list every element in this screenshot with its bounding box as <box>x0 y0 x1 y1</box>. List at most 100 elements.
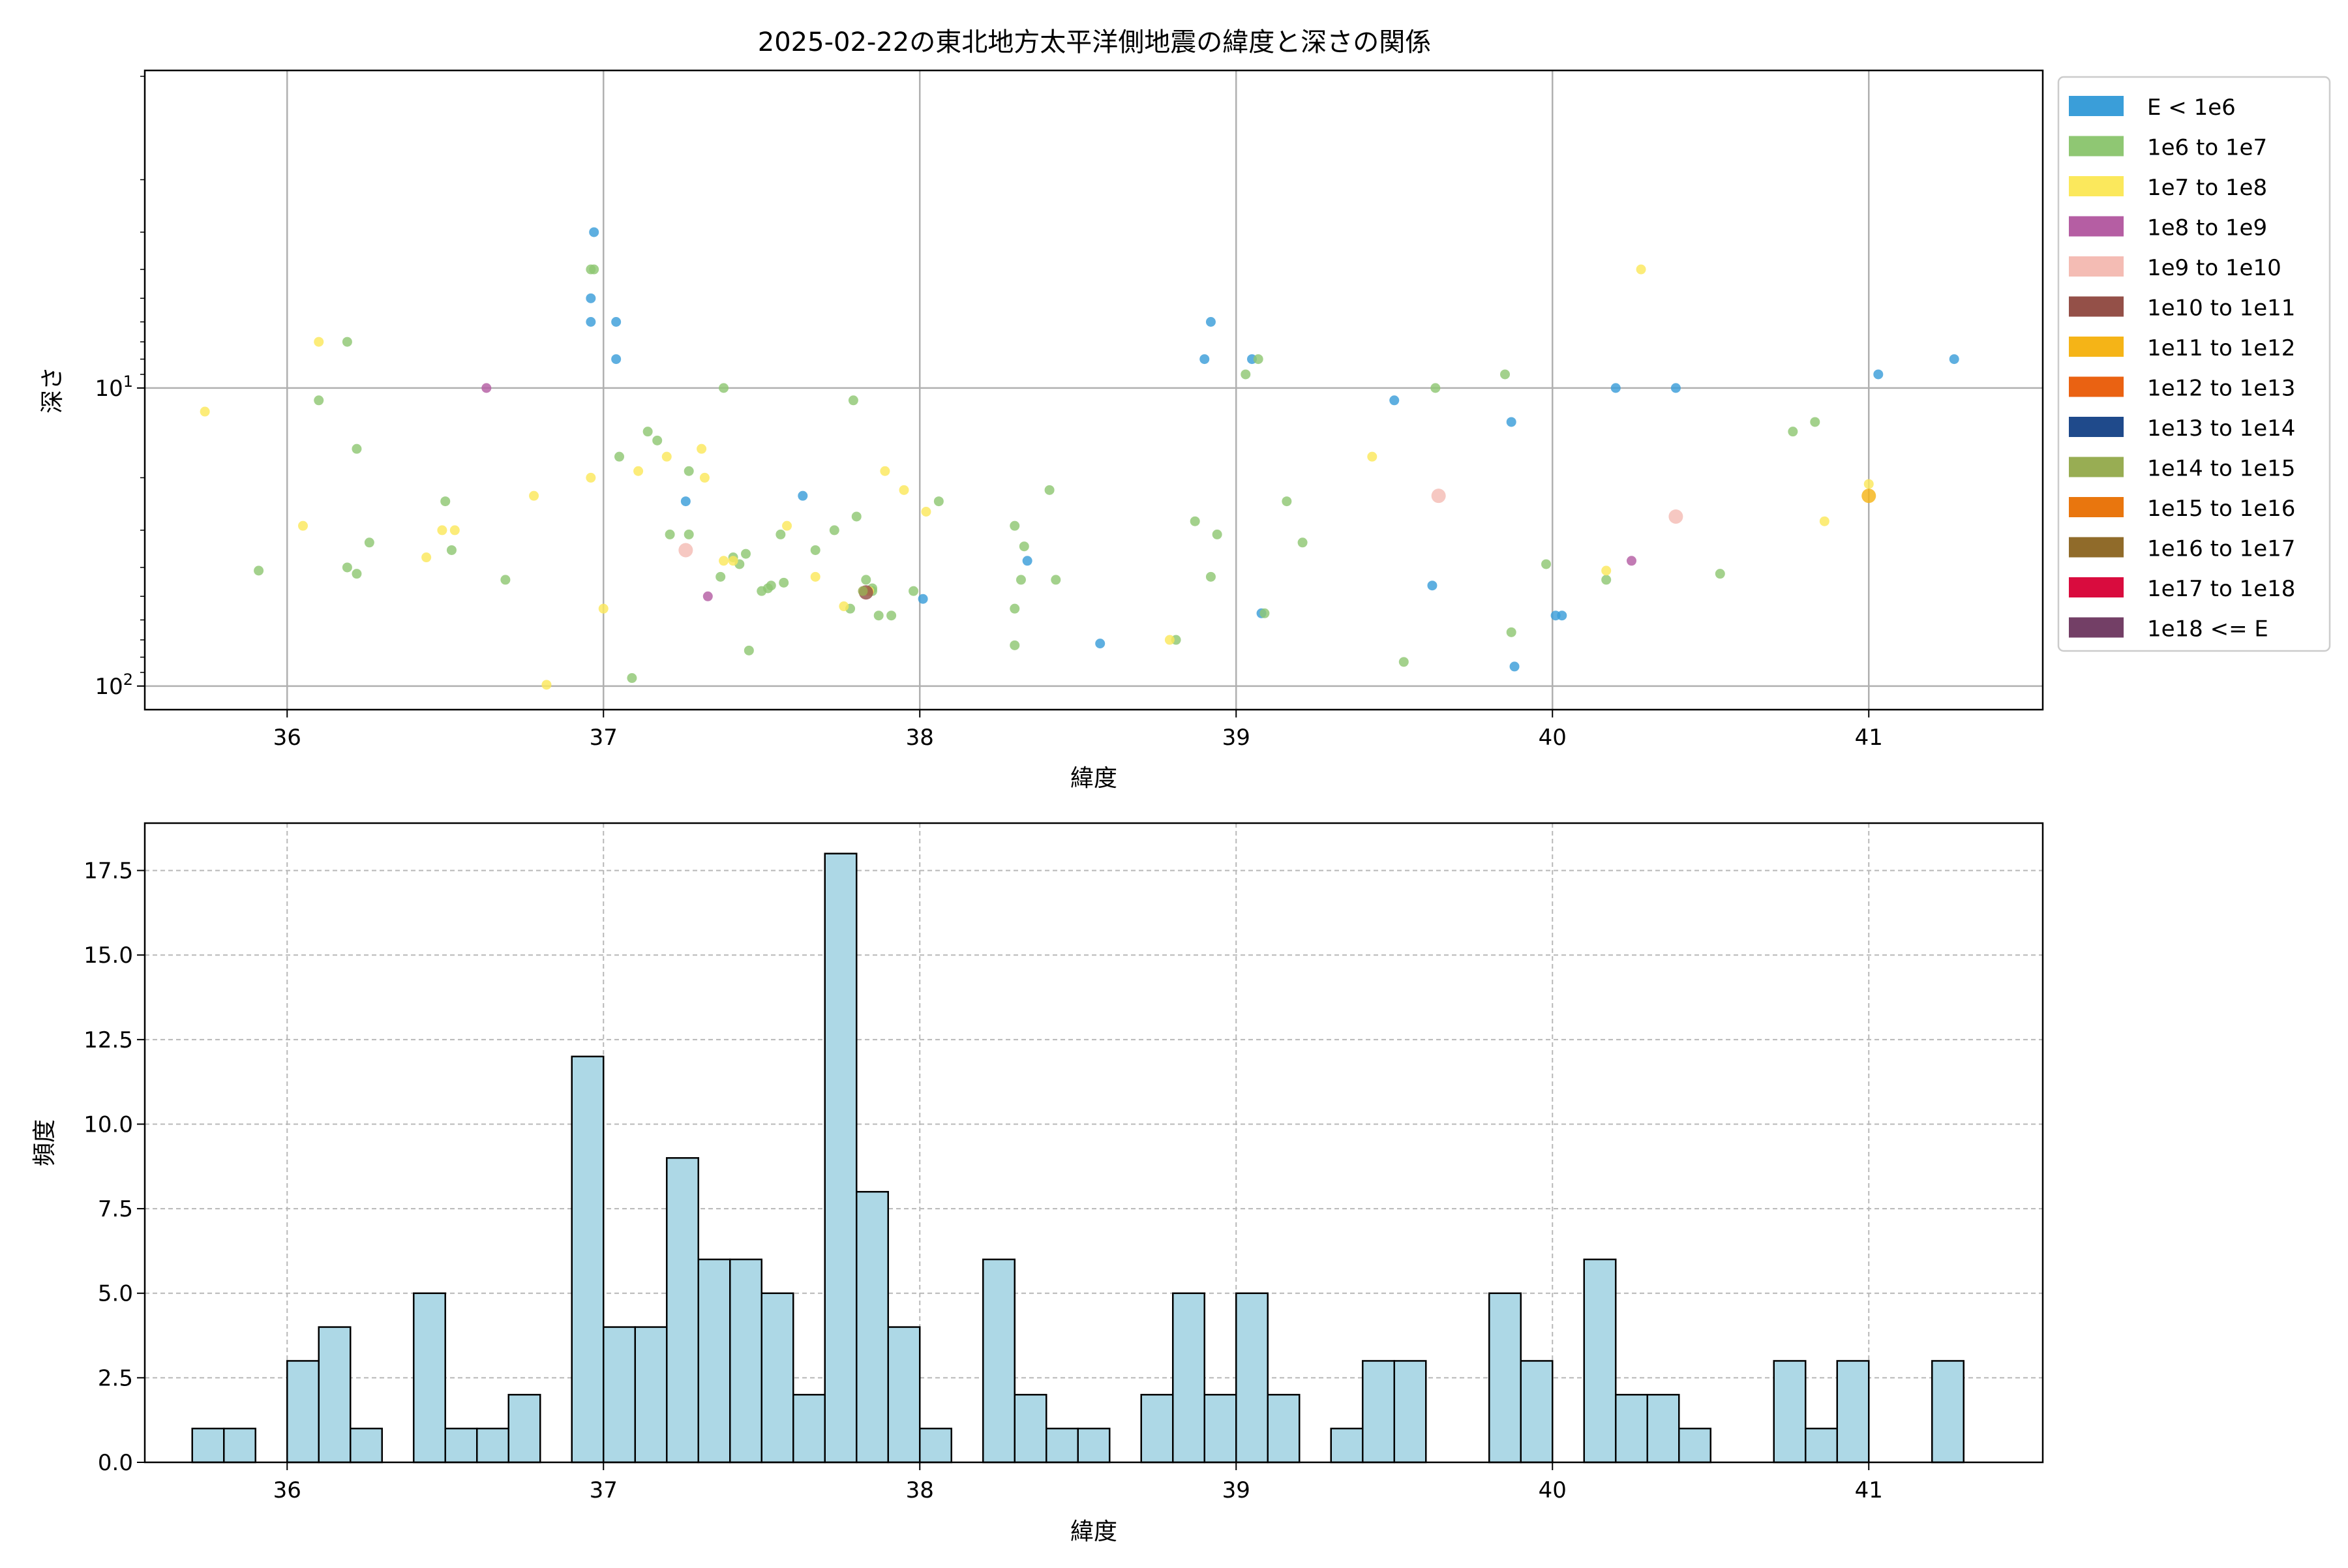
histogram-bar <box>1077 1427 1111 1464</box>
histogram-bar <box>887 1326 921 1464</box>
scatter-point <box>1010 520 1020 531</box>
histogram-x-tick-label: 37 <box>590 1477 618 1503</box>
histogram-bar <box>286 1360 320 1464</box>
histogram-bar <box>1520 1360 1554 1464</box>
scatter-point <box>611 317 622 327</box>
scatter-point <box>1241 369 1251 380</box>
scatter-point <box>775 529 786 539</box>
histogram-x-tick-label: 40 <box>1539 1477 1567 1503</box>
scatter-point <box>342 562 352 573</box>
histogram-bar <box>1931 1360 1964 1464</box>
histogram-bar <box>1678 1427 1711 1464</box>
scatter-x-tick-label: 40 <box>1539 725 1567 751</box>
legend-label: 1e16 to 1e17 <box>2147 536 2295 562</box>
scatter-point <box>728 556 738 566</box>
scatter-point <box>1668 509 1683 524</box>
scatter-point <box>1022 556 1032 566</box>
scatter-point <box>1164 635 1175 645</box>
histogram-bar <box>1773 1360 1807 1464</box>
scatter-point <box>1430 383 1441 393</box>
histogram-bar <box>1172 1292 1205 1464</box>
legend-swatch <box>2069 176 2124 196</box>
histogram-bar <box>571 1055 605 1464</box>
scatter-point <box>652 435 663 445</box>
histogram-y-axis-label: 頻度 <box>31 1119 58 1166</box>
scatter-chart: 2025-02-22の東北地方太平洋側地震の緯度と深さの関係 36 37 38 39 4… <box>39 27 2331 792</box>
scatter-point <box>614 451 624 462</box>
scatter-point <box>352 444 362 454</box>
histogram-bar <box>1140 1394 1174 1464</box>
scatter-point <box>1670 383 1681 393</box>
legend-label: 1e14 to 1e15 <box>2147 456 2295 482</box>
scatter-point <box>665 529 675 539</box>
histogram-y-tick-label: 2.5 <box>98 1365 133 1391</box>
histogram-y-tick-label: 12.5 <box>83 1027 133 1053</box>
scatter-plot-frame <box>143 69 2044 711</box>
scatter-point <box>633 466 644 476</box>
histogram-bar <box>634 1326 668 1464</box>
scatter-point <box>702 591 713 601</box>
legend-swatch <box>2069 216 2124 237</box>
scatter-point <box>715 571 726 582</box>
histogram-bar <box>1046 1427 1079 1464</box>
scatter-legend: E < 1e6 1e6 to 1e7 1e7 to 1e8 1e8 to 1e9 1e9… <box>2057 76 2331 652</box>
histogram-bar <box>1014 1394 1047 1464</box>
scatter-point <box>298 520 308 531</box>
scatter-point <box>437 525 447 535</box>
scatter-y-axis-label: 深さ <box>39 367 66 414</box>
histogram-y-tick-label: 10.0 <box>83 1111 133 1138</box>
scatter-point <box>440 496 451 507</box>
scatter-point <box>779 577 789 588</box>
histogram-bar <box>1393 1360 1427 1464</box>
histogram-y-tick-label: 15.0 <box>83 942 133 969</box>
scatter-point <box>899 485 909 495</box>
scatter-point <box>481 383 492 393</box>
scatter-point <box>586 472 596 483</box>
scatter-point <box>699 472 710 483</box>
scatter-point <box>886 611 897 621</box>
scatter-point <box>1095 639 1106 649</box>
scatter-point <box>1873 369 1884 380</box>
scatter-point <box>810 571 820 582</box>
scatter-point <box>1861 489 1876 504</box>
scatter-point <box>1297 537 1308 548</box>
scatter-title: 2025-02-22の東北地方太平洋側地震の緯度と深さの関係 <box>758 27 1431 57</box>
scatter-grid <box>145 70 2043 710</box>
scatter-points <box>200 227 1959 690</box>
scatter-point <box>697 444 707 454</box>
histogram-x-tick-label: 36 <box>273 1477 301 1503</box>
histogram-bar <box>1203 1394 1237 1464</box>
scatter-point <box>1389 395 1400 406</box>
scatter-point <box>254 565 264 576</box>
scatter-point <box>839 601 849 612</box>
legend-swatch <box>2069 256 2124 277</box>
scatter-point <box>1506 417 1516 427</box>
scatter-point <box>1863 479 1874 489</box>
scatter-point <box>1601 565 1612 576</box>
scatter-point <box>541 680 552 690</box>
scatter-point <box>352 569 362 579</box>
histogram-bar <box>760 1292 794 1464</box>
scatter-point <box>1949 354 1959 365</box>
histogram-x-tick-label: 39 <box>1222 1477 1250 1503</box>
scatter-point <box>1627 556 1636 566</box>
histogram-bar <box>824 852 858 1464</box>
scatter-point <box>1636 264 1646 275</box>
scatter-point <box>1205 571 1216 582</box>
scatter-point <box>858 586 868 596</box>
scatter-point <box>1019 541 1029 552</box>
scatter-point <box>933 496 944 507</box>
scatter-point <box>1016 575 1026 585</box>
histogram-bar <box>982 1258 1016 1464</box>
legend-label: 1e9 to 1e10 <box>2147 255 2281 281</box>
scatter-point <box>598 603 609 614</box>
histogram-bar <box>666 1157 699 1464</box>
scatter-point <box>1190 516 1200 526</box>
scatter-point <box>873 611 884 621</box>
histogram-bar <box>1583 1258 1617 1464</box>
scatter-point <box>1398 657 1409 667</box>
scatter-point <box>1259 608 1270 618</box>
histogram-x-tick-label: 41 <box>1855 1477 1883 1503</box>
scatter-point <box>921 506 931 517</box>
